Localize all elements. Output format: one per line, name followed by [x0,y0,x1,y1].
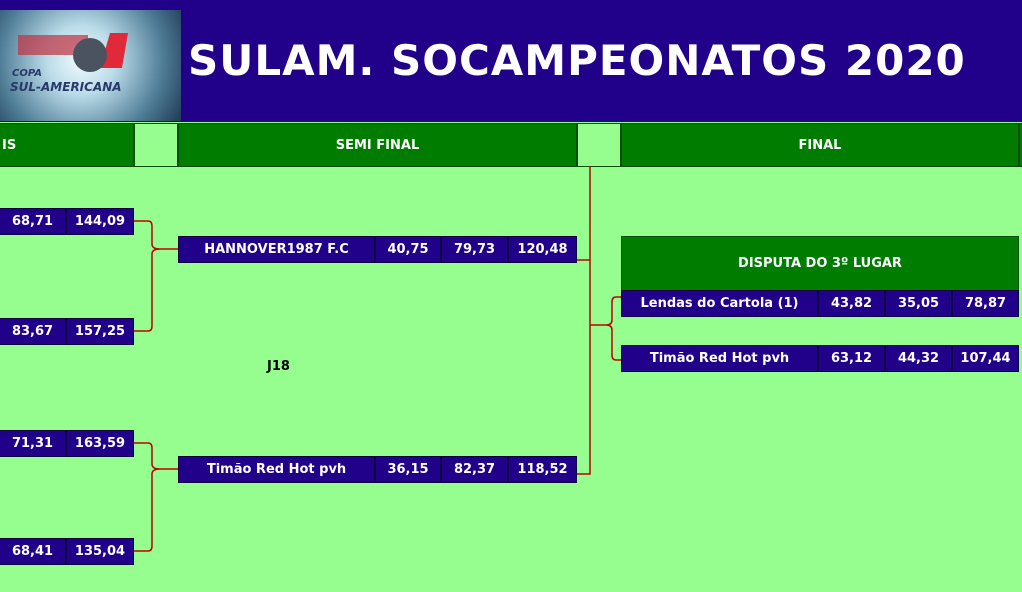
semi-score-1: 36,15 [375,456,441,483]
logo-graphic [18,33,128,72]
left-score: 71,31 [0,430,66,457]
semi-score-1: 40,75 [375,236,441,263]
semi-total: 118,52 [508,456,577,483]
left-score: 83,67 [0,318,66,345]
page-title: SULAM. SOCAMPEONATOS 2020 [188,36,966,85]
left-score: 68,71 [0,208,66,235]
left-total: 135,04 [66,538,134,565]
column-header-semi-final: SEMI FINAL [178,123,577,167]
third-score-2: 44,32 [885,345,952,372]
third-total: 78,87 [952,290,1019,317]
left-score: 68,41 [0,538,66,565]
logo-text-sul: SUL-AMERICANA [10,80,122,94]
semi-team-name: HANNOVER1987 F.C [178,236,375,263]
third-score-1: 63,12 [818,345,885,372]
round-label: J18 [267,359,290,374]
third-score-2: 35,05 [885,290,952,317]
semi-score-2: 82,37 [441,456,508,483]
semi-team-name: Timão Red Hot pvh [178,456,375,483]
third-place-title: DISPUTA DO 3º LUGAR [621,236,1019,291]
semi-total: 120,48 [508,236,577,263]
column-header-quarters: IS [0,123,134,167]
third-team-name: Timão Red Hot pvh [621,345,818,372]
left-total: 144,09 [66,208,134,235]
semi-score-2: 79,73 [441,236,508,263]
header-spacer [134,123,178,167]
left-total: 163,59 [66,430,134,457]
column-header-edge [1019,123,1022,167]
third-score-1: 43,82 [818,290,885,317]
copa-sudamericana-logo: COPA SUL-AMERICANA [0,10,181,121]
header-spacer [577,123,621,167]
third-team-name: Lendas do Cartola (1) [621,290,818,317]
left-total: 157,25 [66,318,134,345]
third-total: 107,44 [952,345,1019,372]
column-header-final: FINAL [621,123,1019,167]
logo-text-copa: COPA [12,68,42,79]
